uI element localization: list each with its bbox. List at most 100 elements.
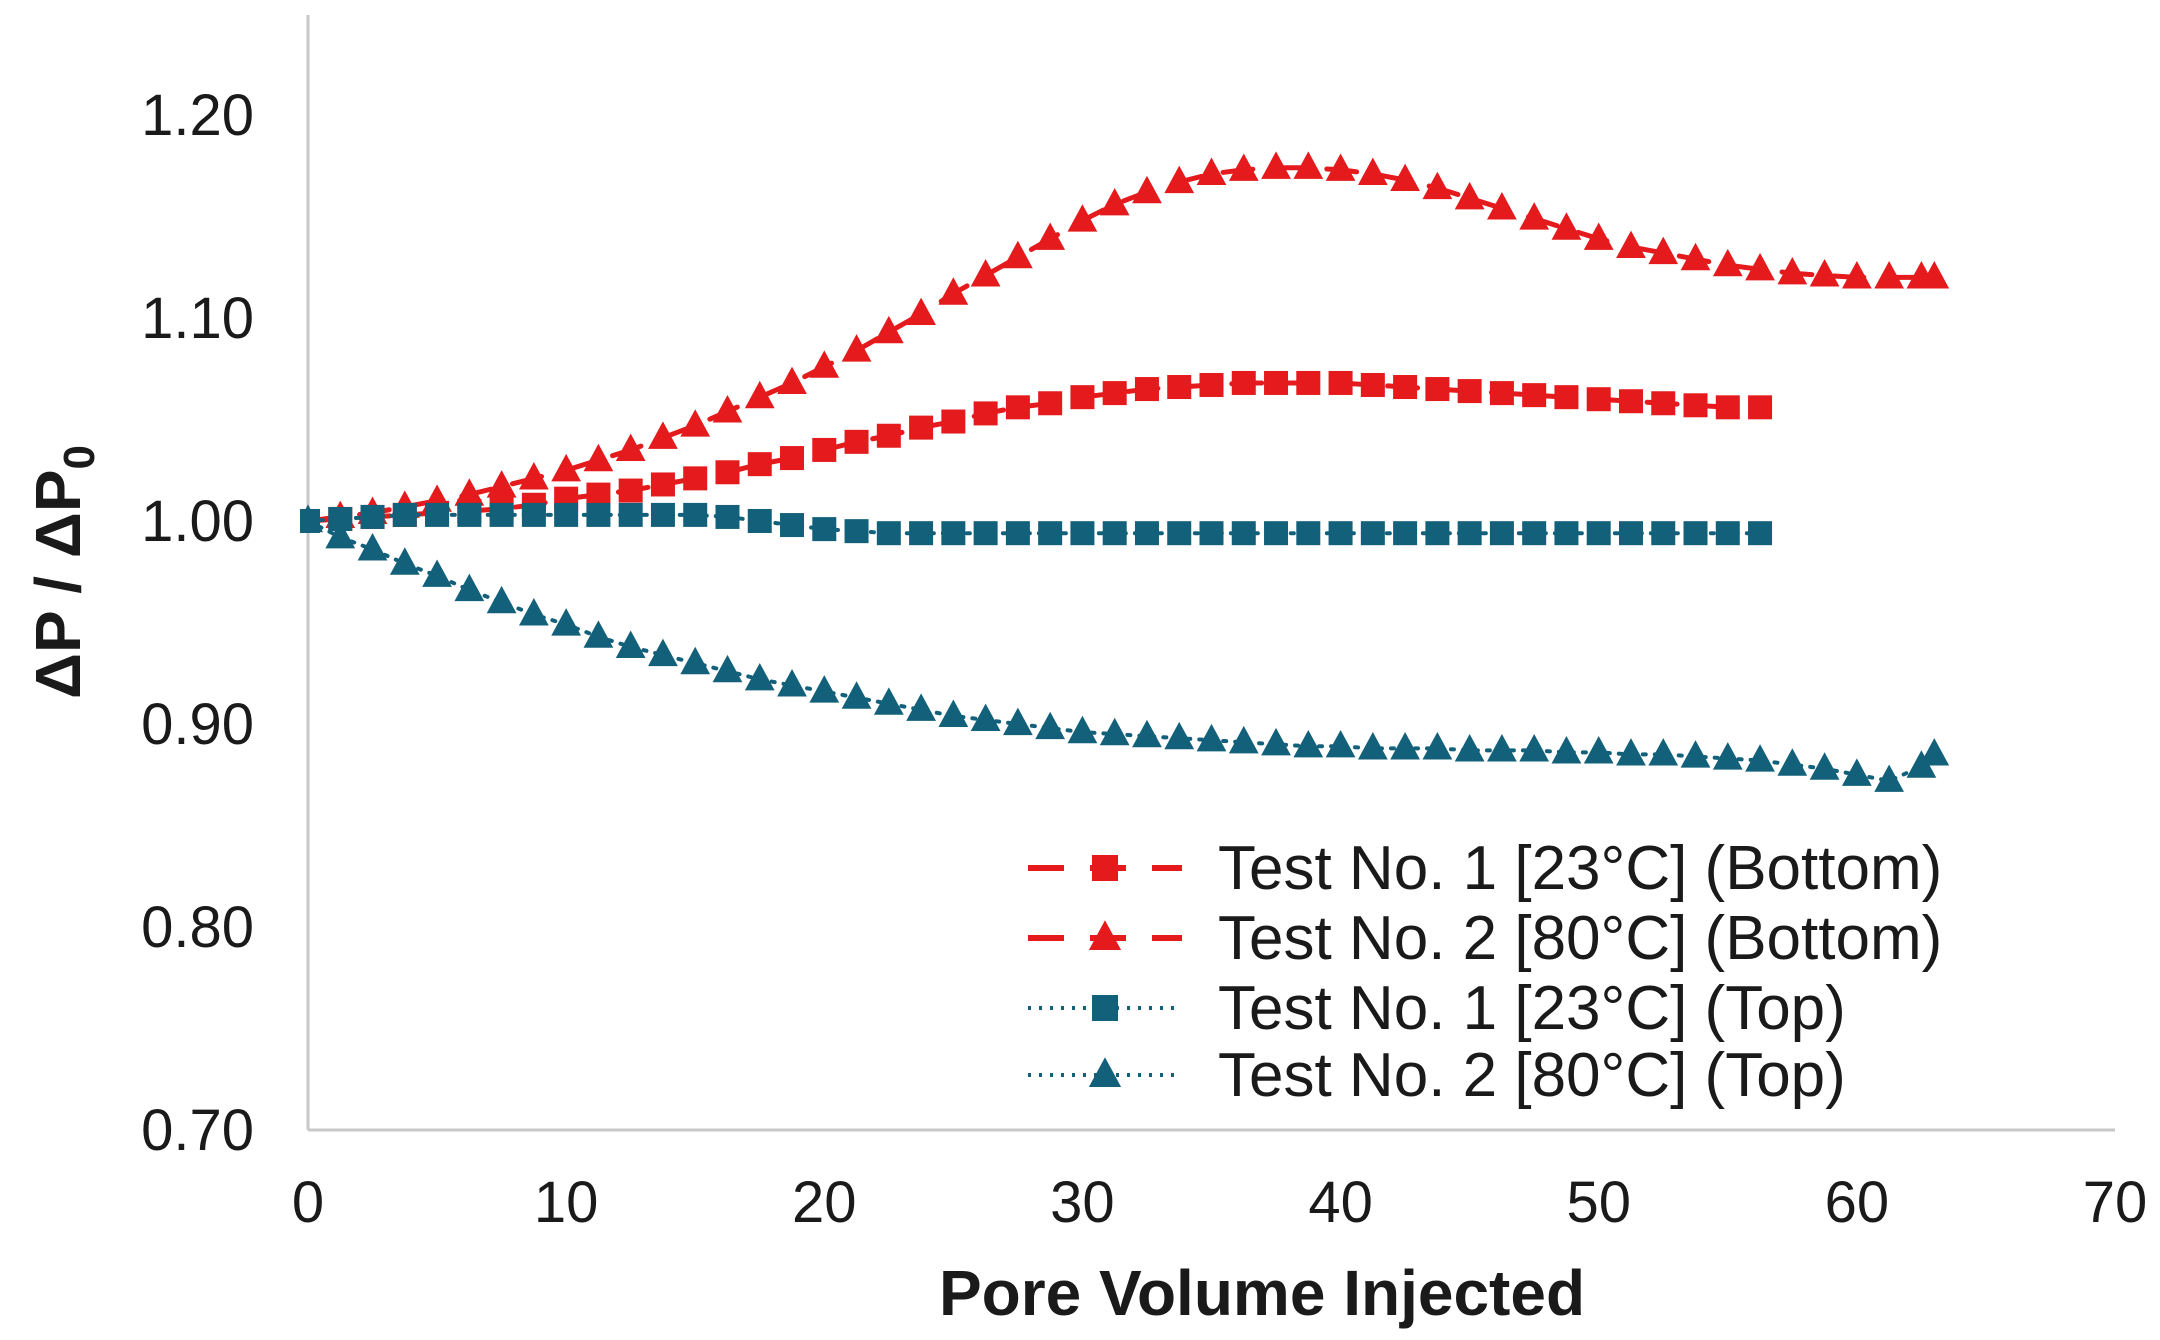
data-point bbox=[615, 630, 646, 658]
data-point bbox=[1296, 521, 1321, 546]
data-point bbox=[1748, 521, 1773, 546]
data-point bbox=[1583, 736, 1614, 764]
x-tick-label: 20 bbox=[792, 1170, 857, 1235]
data-point bbox=[1487, 734, 1517, 762]
data-point bbox=[650, 472, 675, 497]
data-point bbox=[1228, 725, 1259, 754]
data-point bbox=[1264, 521, 1289, 546]
data-point bbox=[325, 520, 356, 549]
data-point bbox=[1328, 521, 1353, 546]
x-tick-label: 40 bbox=[1308, 1170, 1373, 1235]
y-axis-title-group: ΔP / ΔP0 bbox=[22, 445, 104, 699]
data-point bbox=[1264, 370, 1289, 395]
data-point bbox=[1586, 387, 1611, 412]
data-point bbox=[873, 315, 904, 344]
data-point bbox=[712, 395, 743, 423]
data-point bbox=[457, 502, 482, 527]
data-point bbox=[1360, 372, 1385, 397]
data-point bbox=[1070, 521, 1095, 546]
x-axis-title: Pore Volume Injected bbox=[939, 1257, 1585, 1329]
data-point bbox=[1231, 521, 1256, 546]
data-point bbox=[1874, 261, 1905, 289]
data-point bbox=[518, 462, 549, 490]
data-point bbox=[680, 409, 711, 437]
data-point bbox=[777, 366, 807, 395]
series-1 bbox=[300, 370, 1773, 533]
data-point bbox=[1102, 381, 1127, 406]
data-point bbox=[1841, 758, 1872, 786]
data-point bbox=[938, 277, 969, 305]
tick-labels: 0 10 20 30 40 50 60 70 0.70 0.80 0.90 1.00 1.10 1.20 bbox=[141, 83, 2147, 1235]
data-point bbox=[422, 559, 452, 587]
series-line bbox=[306, 512, 1763, 536]
axes bbox=[306, 15, 2115, 1132]
data-point bbox=[518, 598, 549, 626]
data-point bbox=[1325, 153, 1356, 181]
data-point bbox=[551, 453, 582, 482]
data-point bbox=[1357, 157, 1388, 185]
data-point bbox=[1454, 181, 1485, 210]
data-point bbox=[1551, 212, 1582, 240]
data-point bbox=[1651, 521, 1676, 546]
data-point bbox=[1715, 521, 1740, 546]
data-point bbox=[1102, 521, 1127, 546]
data-point bbox=[1199, 372, 1224, 397]
data-point bbox=[841, 681, 872, 709]
data-point bbox=[489, 502, 514, 527]
x-tick-label: 0 bbox=[292, 1170, 324, 1235]
data-point bbox=[1164, 721, 1195, 750]
y-tick-label: 0.70 bbox=[141, 1098, 254, 1163]
data-point bbox=[1390, 163, 1420, 192]
data-point bbox=[583, 443, 614, 472]
data-point bbox=[1132, 175, 1162, 204]
data-point bbox=[1167, 521, 1192, 546]
data-point bbox=[712, 654, 743, 683]
data-point bbox=[1683, 521, 1708, 546]
data-point bbox=[1005, 521, 1030, 546]
data-point bbox=[780, 513, 805, 538]
data-point bbox=[744, 662, 775, 691]
data-point bbox=[909, 521, 934, 546]
data-point bbox=[1199, 521, 1224, 546]
data-point bbox=[841, 334, 872, 362]
data-point bbox=[1035, 711, 1066, 740]
data-point bbox=[683, 466, 708, 491]
data-point bbox=[618, 478, 643, 503]
data-point bbox=[1099, 717, 1130, 746]
data-point bbox=[1457, 379, 1482, 404]
data-point bbox=[650, 502, 675, 527]
data-point bbox=[1519, 734, 1550, 762]
data-point bbox=[1809, 752, 1840, 780]
series-4 bbox=[300, 504, 1950, 792]
data-point bbox=[1003, 240, 1033, 269]
data-point bbox=[1393, 375, 1418, 400]
data-point bbox=[715, 460, 740, 485]
data-point bbox=[1487, 192, 1517, 220]
data-point bbox=[1874, 764, 1905, 792]
data-point bbox=[648, 421, 678, 449]
data-point bbox=[454, 478, 485, 506]
data-point bbox=[1261, 151, 1291, 179]
legend-swatch-marker bbox=[1092, 855, 1118, 881]
data-point bbox=[809, 350, 840, 378]
data-point bbox=[1841, 261, 1872, 289]
series-line bbox=[305, 165, 1937, 524]
data-point bbox=[1422, 171, 1453, 200]
y-tick-label: 0.90 bbox=[141, 692, 254, 757]
data-point bbox=[876, 521, 901, 546]
data-point bbox=[1616, 738, 1646, 766]
data-point bbox=[970, 259, 1001, 287]
data-point bbox=[615, 433, 646, 462]
data-point bbox=[1680, 740, 1711, 768]
data-point bbox=[1715, 395, 1740, 420]
data-point bbox=[360, 504, 385, 529]
data-point bbox=[715, 504, 740, 529]
data-point bbox=[1134, 521, 1159, 546]
data-point bbox=[844, 519, 869, 544]
data-point bbox=[583, 620, 614, 648]
data-point bbox=[906, 693, 936, 721]
y-tick-label: 1.20 bbox=[141, 83, 254, 148]
data-point bbox=[1919, 738, 1950, 766]
data-point bbox=[1357, 731, 1388, 760]
data-point bbox=[328, 506, 353, 531]
